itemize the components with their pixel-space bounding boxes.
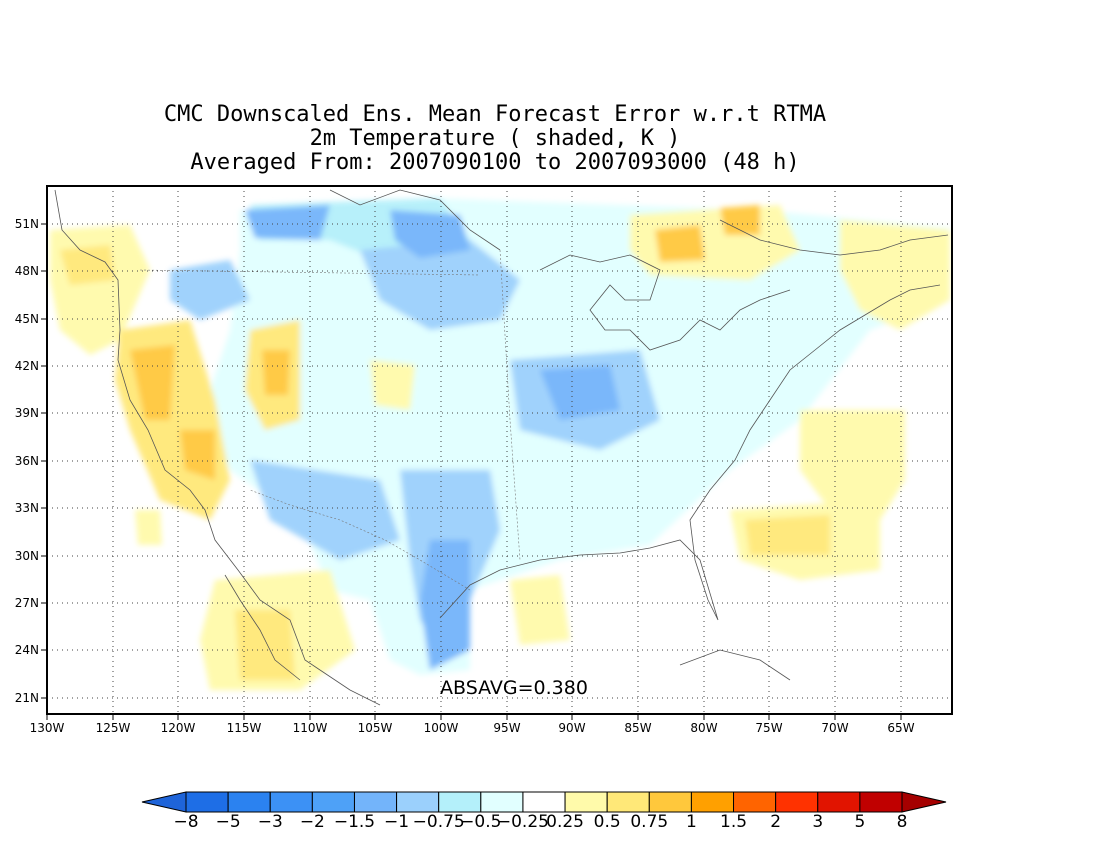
warm-core-northern-california [130, 345, 175, 420]
warm-region-maritimes [840, 220, 950, 330]
warm-core-washington [60, 245, 115, 285]
cool-region-idaho [170, 260, 250, 320]
lon-label: 75W [755, 721, 782, 735]
colorbar-label: −5 [216, 812, 241, 832]
lat-label: 30N [15, 549, 39, 563]
graticule [47, 186, 952, 714]
colorbar-label: −3 [258, 812, 283, 832]
colorbar-box [227, 791, 271, 813]
lat-label: 51N [15, 217, 39, 231]
lat-label: 24N [15, 643, 39, 657]
colorbar-label: 0.25 [546, 812, 584, 832]
map-frame [46, 185, 953, 715]
cool-core-midwest [540, 365, 620, 420]
colorbar: −8 −5 −3 −2 −1.5 −1 −0.75−0.5−0.250.25 0.5 0.75 1… [141, 791, 947, 832]
lat-label: 45N [15, 312, 39, 326]
colorbar-box [480, 791, 524, 813]
lon-label: 125W [96, 721, 131, 735]
lon-label: 80W [690, 721, 717, 735]
coastlines [54, 189, 949, 706]
lon-label: 100W [424, 721, 459, 735]
lon-label: 95W [493, 721, 520, 735]
colorbar-label: −1 [384, 812, 409, 832]
colorbar-box [775, 791, 819, 813]
axis-ticks [41, 223, 902, 720]
colorbar-under-arrow [141, 791, 187, 813]
colorbar-label: 3 [812, 812, 823, 832]
colorbar-box [522, 791, 566, 813]
latitude-labels: 51N 48N 45N 42N 39N 36N 33N 30N 27N 24N … [15, 217, 39, 705]
colorbar-box [690, 791, 735, 813]
lat-label: 42N [15, 359, 39, 373]
colorbar-label: 1.5 [720, 812, 747, 832]
warm-core-offshore [745, 515, 830, 555]
warm-core-quebec [720, 205, 760, 235]
warm-core-nevada [262, 350, 290, 395]
colorbar-box [859, 791, 903, 813]
lat-label: 39N [15, 406, 39, 420]
warm-region-gulf [510, 575, 570, 645]
colorbar-label: 8 [897, 812, 908, 832]
lon-label: 105W [358, 721, 393, 735]
lat-label: 48N [15, 264, 39, 278]
state-borders [139, 249, 521, 591]
colorbar-label: 0.75 [630, 812, 668, 832]
cool-core-north [390, 210, 470, 258]
colorbar-label: −1.5 [334, 812, 375, 832]
warm-region-pacific-offshore [135, 510, 162, 545]
lat-label: 27N [15, 596, 39, 610]
lat-label: 21N [15, 691, 39, 705]
cool-core-texas [420, 540, 470, 670]
warm-region-colorado [370, 360, 415, 410]
colorbar-box [269, 791, 313, 813]
colorbar-over-arrow [901, 791, 947, 813]
colorbar-label: −2 [300, 812, 325, 832]
lon-label: 130W [30, 721, 65, 735]
cool-region-dakotas [360, 240, 520, 330]
lat-label: 33N [15, 501, 39, 515]
colorbar-box [353, 791, 398, 813]
colorbar-label: −0.25 [497, 812, 549, 832]
colorbar-box [564, 791, 608, 813]
warm-region-atlantic [800, 410, 905, 520]
colorbar-label: 5 [854, 812, 865, 832]
colorbar-label: −8 [173, 812, 198, 832]
colorbar-box [438, 791, 482, 813]
lon-label: 115W [227, 721, 262, 735]
lon-label: 90W [558, 721, 585, 735]
colorbar-box [311, 791, 355, 813]
colorbar-label: −0.75 [413, 812, 465, 832]
colorbar-box [606, 791, 650, 813]
colorbar-box [733, 791, 777, 813]
colorbar-box [648, 791, 692, 813]
lat-label: 36N [15, 454, 39, 468]
colorbar-label: 2 [770, 812, 781, 832]
lon-label: 70W [821, 721, 848, 735]
lon-label: 120W [161, 721, 196, 735]
longitude-labels: 130W 125W 120W 115W 110W 105W 100W 95W 9… [30, 721, 915, 735]
lon-label: 85W [624, 721, 651, 735]
map-title-line-1: CMC Downscaled Ens. Mean Forecast Error … [163, 102, 827, 127]
map-title-line-3: Averaged From: 2007090100 to 2007093000 … [190, 150, 800, 175]
colorbar-label: 0.5 [594, 812, 621, 832]
warm-core-ontario [655, 225, 705, 262]
colorbar-label: 1 [686, 812, 697, 832]
lon-label: 110W [293, 721, 328, 735]
shaded-field [47, 186, 952, 714]
cool-region-southwest [250, 460, 400, 560]
colorbar-box [396, 791, 440, 813]
lon-label: 65W [887, 721, 914, 735]
cool-core-northwest [245, 205, 330, 240]
absavg-label: ABSAVG=0.380 [440, 677, 588, 699]
warm-core-baja [235, 610, 295, 680]
map-title-line-2: 2m Temperature ( shaded, K ) [309, 126, 681, 151]
warm-core-southern-california [180, 430, 215, 480]
colorbar-box [817, 791, 861, 813]
colorbar-box [185, 791, 229, 813]
colorbar-label: −0.5 [460, 812, 501, 832]
